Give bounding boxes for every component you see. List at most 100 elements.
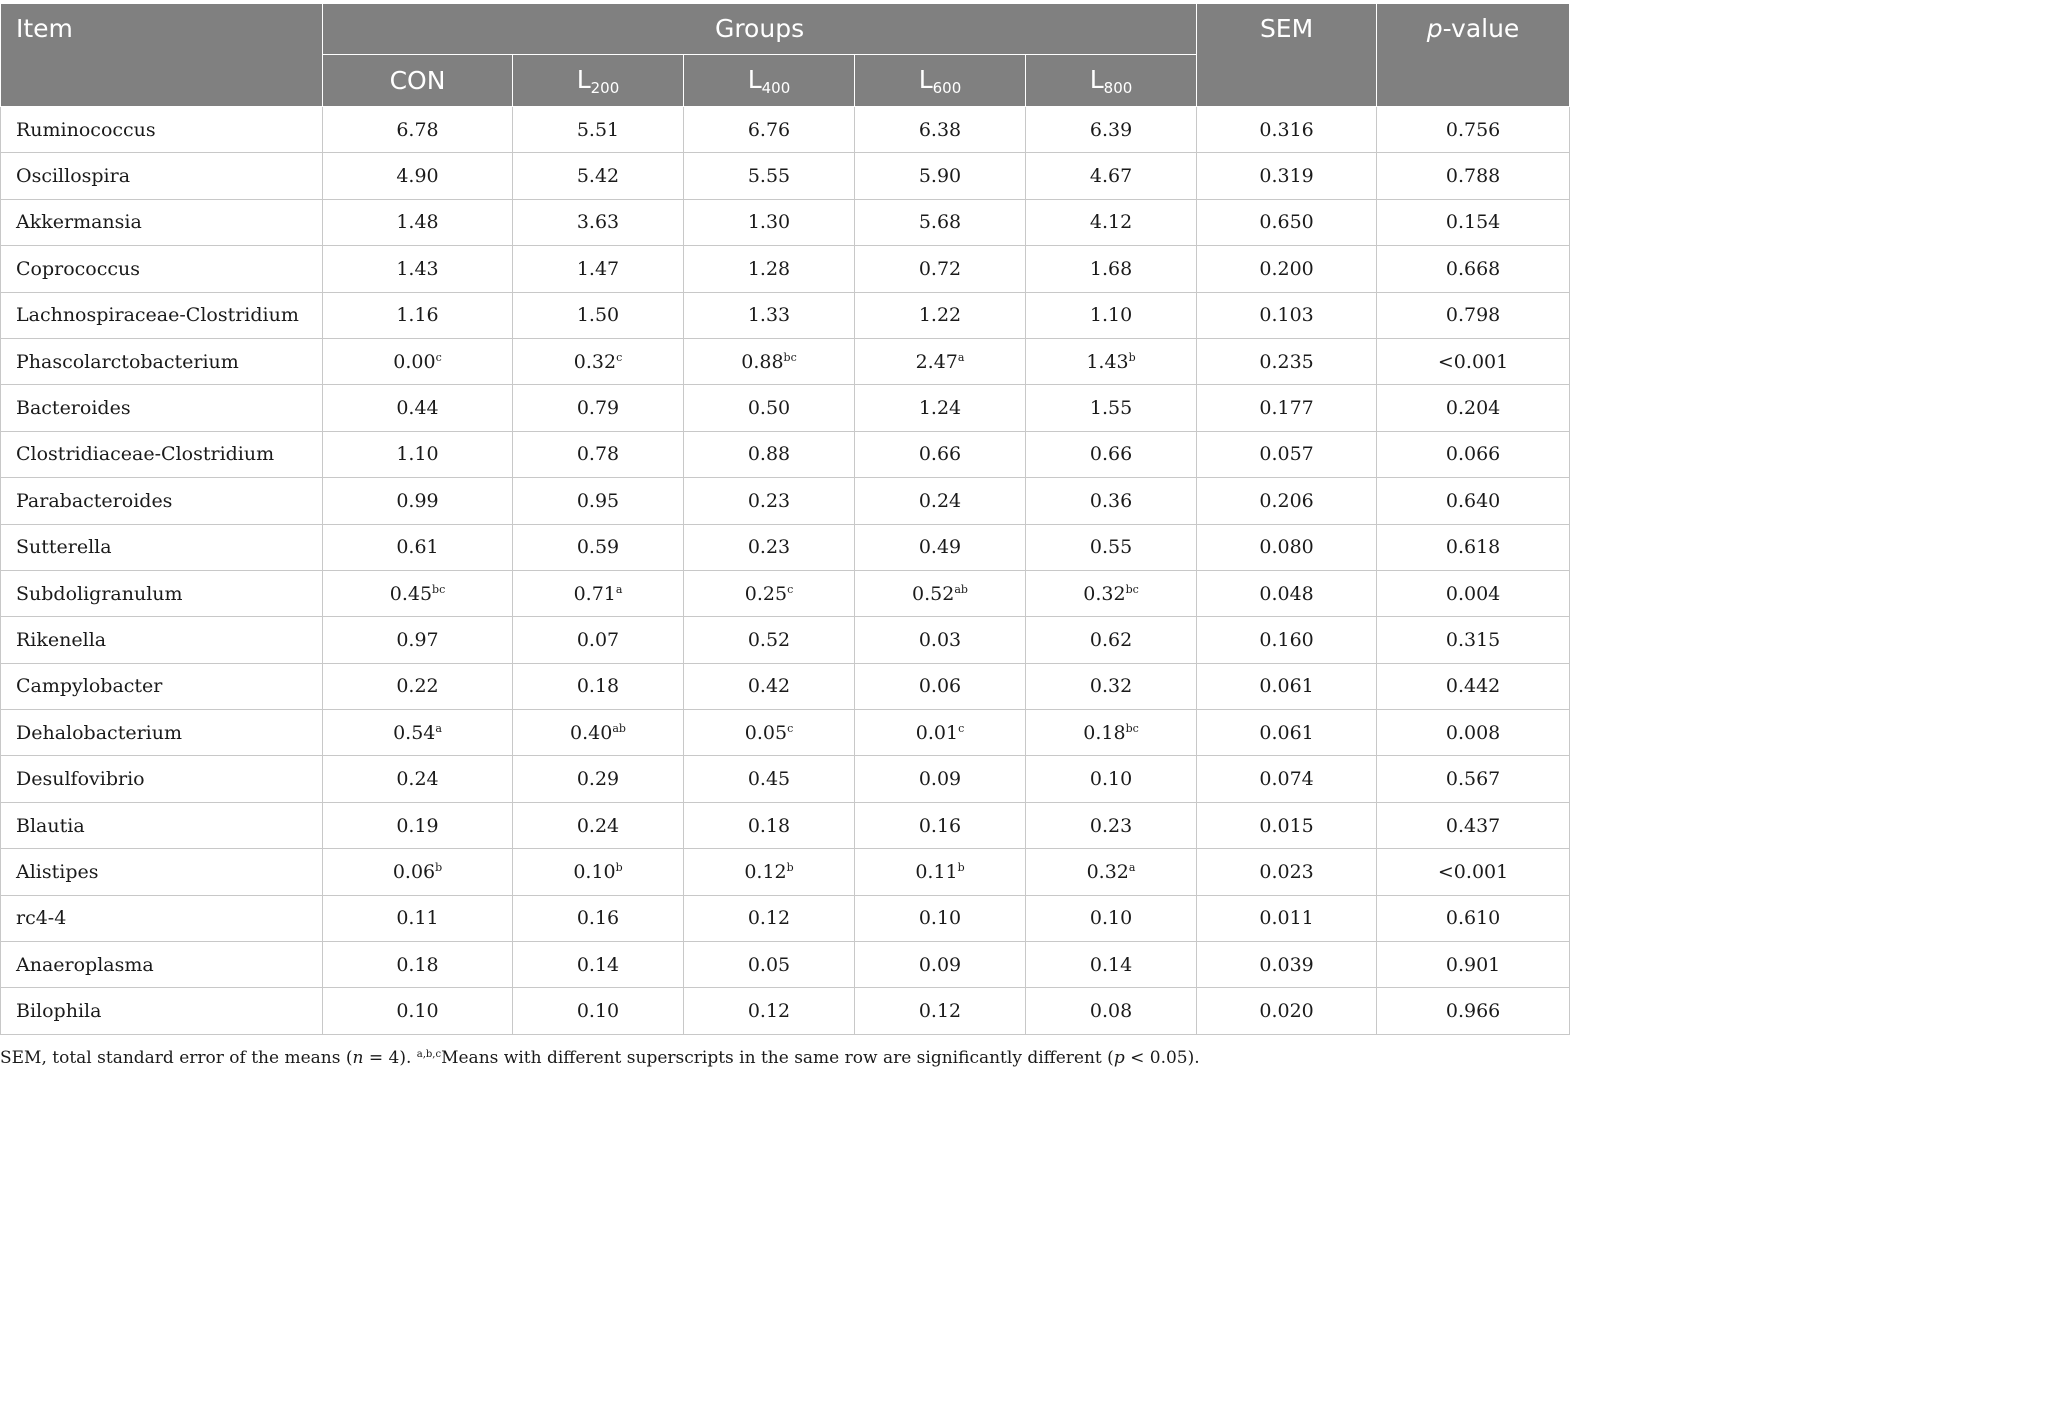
row-group-value: 0.23 — [1024, 801, 1198, 850]
row-group-value: 0.42 — [683, 662, 855, 711]
row-group-value: 5.55 — [683, 152, 855, 200]
row-pvalue: 0.966 — [1376, 987, 1571, 1035]
significance-superscript: b — [957, 860, 965, 874]
table-row: rc4-4 0.11 0.16 0.12 0.10 0.10 0.011 0.610 — [0, 894, 1571, 943]
header-l400: L400 — [683, 54, 855, 107]
row-sem: 0.235 — [1196, 337, 1378, 386]
significance-superscript: bc — [1125, 721, 1139, 735]
row-item-name: Parabacteroides — [0, 477, 323, 525]
row-pvalue: 0.066 — [1376, 430, 1571, 479]
row-group-value: 0.10 — [512, 987, 684, 1035]
significance-superscript: b — [1128, 350, 1136, 364]
header-pvalue-rest: -value — [1442, 14, 1520, 43]
row-group-value: 5.90 — [854, 152, 1026, 200]
table-row: Clostridiaceae-Clostridium 1.10 0.78 0.88 0.… — [0, 430, 1571, 479]
row-group-value: 0.88bc — [683, 337, 855, 386]
table-row: Dehalobacterium 0.54a 0.40ab 0.05c 0.01c 0.18… — [0, 709, 1571, 757]
footnote: SEM, total standard error of the means (… — [0, 1048, 1200, 1068]
row-group-value: 0.78 — [512, 430, 684, 479]
row-group-value: 0.61 — [322, 523, 513, 571]
row-pvalue: 0.798 — [1376, 291, 1571, 339]
table-row: Lachnospiraceae-Clostridium 1.16 1.50 1.33 1… — [0, 291, 1571, 339]
row-sem: 0.650 — [1196, 198, 1378, 247]
row-group-value: 0.07 — [512, 616, 684, 664]
row-group-value: 0.18 — [322, 941, 513, 989]
row-item-name: Bilophila — [0, 987, 323, 1035]
row-group-value: 1.43 — [322, 245, 513, 293]
row-sem: 0.039 — [1196, 941, 1378, 989]
row-pvalue: 0.315 — [1376, 616, 1571, 664]
row-group-value: 0.44 — [322, 384, 513, 432]
significance-superscript: bc — [1125, 582, 1139, 596]
row-sem: 0.061 — [1196, 709, 1378, 757]
row-pvalue: 0.567 — [1376, 755, 1571, 803]
row-group-value: 0.10b — [512, 848, 684, 896]
row-group-value: 1.48 — [322, 198, 513, 247]
significance-superscript: bc — [432, 582, 446, 596]
table-row: Desulfovibrio 0.24 0.29 0.45 0.09 0.10 0.074 0.… — [0, 755, 1571, 803]
header-pvalue: p-value — [1376, 3, 1571, 107]
significance-superscript: c — [787, 721, 794, 735]
row-sem: 0.048 — [1196, 569, 1378, 618]
row-item-name: Sutterella — [0, 523, 323, 571]
row-sem: 0.160 — [1196, 616, 1378, 664]
row-group-value: 0.32c — [512, 337, 684, 386]
row-group-value: 0.10 — [854, 894, 1026, 943]
significance-superscript: c — [435, 350, 442, 364]
row-pvalue: <0.001 — [1376, 337, 1571, 386]
row-group-value: 1.28 — [683, 245, 855, 293]
row-group-value: 6.76 — [683, 105, 855, 154]
row-item-name: Ruminococcus — [0, 105, 323, 154]
row-group-value: 0.00c — [322, 337, 513, 386]
table-row: Sutterella 0.61 0.59 0.23 0.49 0.55 0.080 0.618 — [0, 523, 1571, 571]
row-group-value: 1.47 — [512, 245, 684, 293]
row-group-value: 0.08 — [1024, 987, 1198, 1035]
row-group-value: 0.12 — [683, 987, 855, 1035]
row-group-value: 0.32 — [1024, 662, 1198, 711]
row-group-value: 0.18bc — [1024, 709, 1198, 757]
table-row: Bilophila 0.10 0.10 0.12 0.12 0.08 0.020 0.966 — [0, 987, 1571, 1035]
row-group-value: 0.23 — [683, 477, 855, 525]
row-group-value: 1.22 — [854, 291, 1026, 339]
row-group-value: 6.78 — [322, 105, 513, 154]
row-group-value: 0.23 — [683, 523, 855, 571]
row-group-value: 0.05 — [683, 941, 855, 989]
row-group-value: 4.90 — [322, 152, 513, 200]
row-group-value: 0.12b — [683, 848, 855, 896]
row-group-value: 0.50 — [683, 384, 855, 432]
data-table: Item Groups SEM p-value CON L200 L400 L6… — [0, 3, 1571, 1035]
row-item-name: Coprococcus — [0, 245, 323, 293]
row-group-value: 0.29 — [512, 755, 684, 803]
table-row: Phascolarctobacterium 0.00c 0.32c 0.88bc 2.4… — [0, 337, 1571, 386]
significance-superscript: a — [1128, 860, 1136, 874]
row-sem: 0.316 — [1196, 105, 1378, 154]
row-group-value: 0.16 — [512, 894, 684, 943]
header-l200: L200 — [512, 54, 684, 107]
significance-superscript: b — [615, 860, 623, 874]
row-group-value: 0.45 — [683, 755, 855, 803]
row-group-value: 6.39 — [1024, 105, 1198, 154]
row-group-value: 1.43b — [1024, 337, 1198, 386]
header-l800: L800 — [1024, 54, 1198, 107]
row-group-value: 0.52ab — [854, 569, 1026, 618]
row-group-value: 5.68 — [854, 198, 1026, 247]
row-item-name: Campylobacter — [0, 662, 323, 711]
row-group-value: 0.11 — [322, 894, 513, 943]
row-item-name: rc4-4 — [0, 894, 323, 943]
row-group-value: 0.52 — [683, 616, 855, 664]
row-pvalue: 0.618 — [1376, 523, 1571, 571]
row-item-name: Subdoligranulum — [0, 569, 323, 618]
table-row: Campylobacter 0.22 0.18 0.42 0.06 0.32 0.061 0.… — [0, 662, 1571, 711]
row-pvalue: <0.001 — [1376, 848, 1571, 896]
row-group-value: 0.36 — [1024, 477, 1198, 525]
row-item-name: Bacteroides — [0, 384, 323, 432]
significance-superscript: c — [958, 721, 965, 735]
row-item-name: Oscillospira — [0, 152, 323, 200]
row-item-name: Desulfovibrio — [0, 755, 323, 803]
row-group-value: 4.67 — [1024, 152, 1198, 200]
row-group-value: 0.18 — [683, 801, 855, 850]
row-group-value: 1.10 — [322, 430, 513, 479]
header-pvalue-italic: p — [1426, 14, 1443, 43]
row-group-value: 1.68 — [1024, 245, 1198, 293]
row-item-name: Dehalobacterium — [0, 709, 323, 757]
